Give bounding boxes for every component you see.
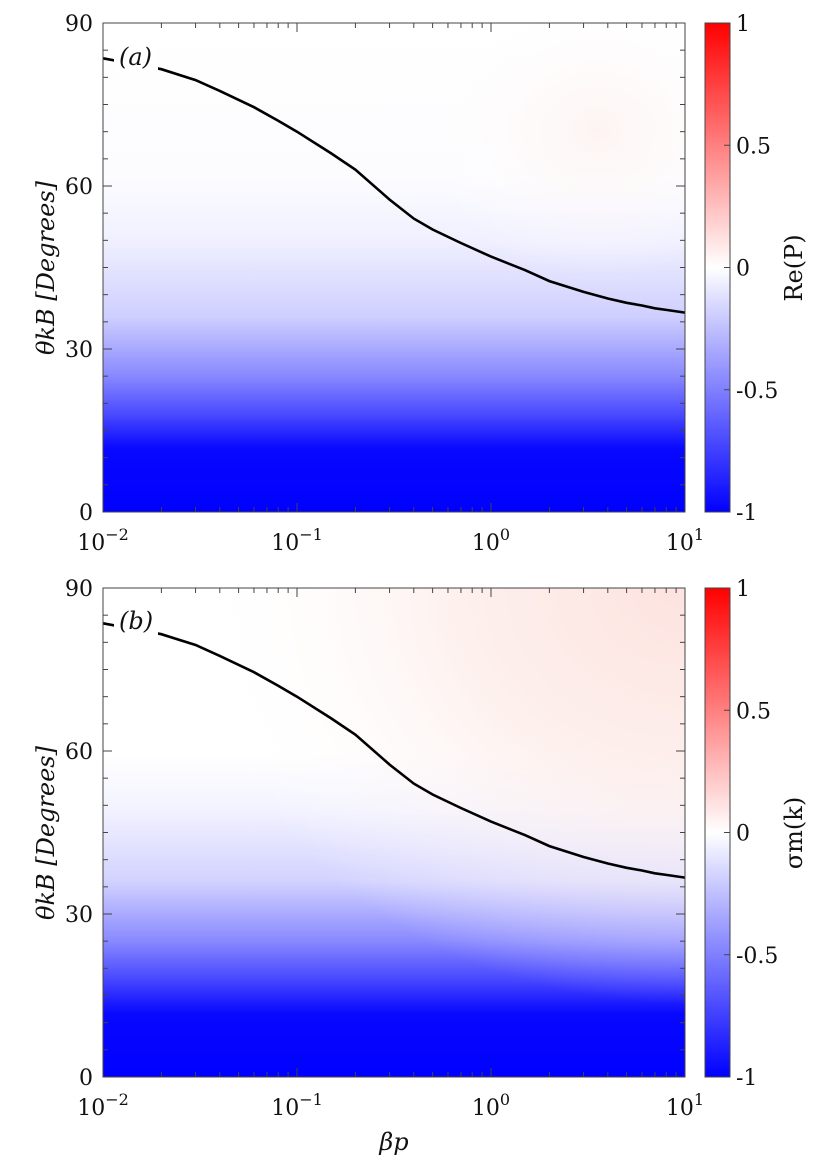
y-tick-label: 90 xyxy=(65,12,93,37)
y-tick-label: 0 xyxy=(79,501,93,526)
colorbar-tick-label: 0.5 xyxy=(736,134,771,159)
colorbar-tick-label: 1 xyxy=(736,577,750,602)
x-tick-label: 10−2 xyxy=(77,1090,129,1121)
heatmap-blush-b xyxy=(103,588,685,1077)
colorbar-tick-label: -0.5 xyxy=(736,379,778,404)
colorbar-tick-label: -0.5 xyxy=(736,944,778,969)
axes-frame-b xyxy=(102,587,686,1078)
colorbar-tick-label: 0 xyxy=(736,257,750,282)
y-axis-title-a: θkB [Degrees] xyxy=(32,180,60,355)
colorbar-title-b: σm(k) xyxy=(780,797,808,869)
x-tick-label: 101 xyxy=(666,1090,704,1121)
axes-frame-a xyxy=(102,22,686,513)
colorbar-tick-label: 0 xyxy=(736,822,750,847)
x-tick-label: 100 xyxy=(472,525,510,556)
panel-tag-b: (b) xyxy=(119,607,153,635)
x-tick-label: 10−1 xyxy=(271,525,323,556)
heatmap-blush-a xyxy=(103,23,685,512)
x-tick-label: 10−1 xyxy=(271,1090,323,1121)
y-tick-label: 60 xyxy=(65,740,93,765)
y-axis-title-b: θkB [Degrees] xyxy=(32,745,60,920)
y-tick-label: 0 xyxy=(79,1066,93,1091)
panel-tag-a: (a) xyxy=(119,43,152,71)
panel-b: (b) 10−2 10−1 100 101 0 30 60 90 θkB [Degrees]… xyxy=(32,577,808,1156)
x-tick-label: 100 xyxy=(472,1090,510,1121)
x-tick-label: 10−2 xyxy=(77,525,129,556)
contour-line-b xyxy=(102,622,686,879)
panel-a: (a) 10−2 10−1 100 101 0 30 60 90 θkB [Degrees]… xyxy=(32,12,808,556)
panel-tag-bg-b xyxy=(114,604,158,636)
y-tick-label: 90 xyxy=(65,577,93,602)
y-tick-label: 60 xyxy=(65,175,93,200)
colorbar-title-a: Re(P) xyxy=(780,234,808,301)
colorbar-tick-label: -1 xyxy=(736,501,757,526)
colorbar-tick-label: 0.5 xyxy=(736,699,771,724)
panel-tag-bg-a xyxy=(114,40,158,72)
x-axis-title-b: βp xyxy=(378,1128,408,1156)
colorbar-tick-label: 1 xyxy=(736,12,750,37)
colorbar-tick-label: -1 xyxy=(736,1066,757,1091)
contour-line-a xyxy=(102,57,686,314)
x-tick-label: 101 xyxy=(666,525,704,556)
y-tick-label: 30 xyxy=(65,903,93,928)
y-tick-label: 30 xyxy=(65,338,93,363)
